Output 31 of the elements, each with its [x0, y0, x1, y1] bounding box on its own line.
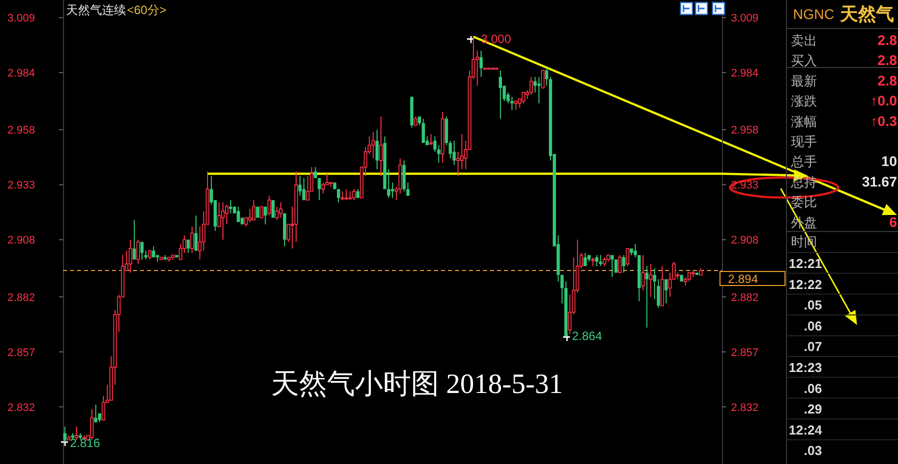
y-tick-label: 2.933: [7, 180, 35, 192]
text: ↑0.3: [870, 112, 897, 129]
y-tick-label: 2.882: [7, 292, 35, 304]
text: .03: [804, 443, 822, 458]
category-label: 总手: [790, 154, 817, 170]
category-label: 现手: [791, 134, 817, 149]
category-label: 涨跌: [791, 94, 817, 109]
text: 天然气: [839, 4, 894, 24]
text: 2.8: [878, 52, 897, 68]
text: .06: [804, 380, 822, 396]
y-tick-label: 2.958: [7, 124, 35, 137]
text: 10: [881, 153, 897, 170]
text: 31.67: [862, 173, 897, 190]
category-label: 卖出: [791, 33, 817, 48]
y-tick-label: 2.857: [7, 346, 35, 359]
y-tick-label: 2.832: [7, 402, 35, 414]
text: .07: [804, 339, 822, 354]
y-tick-label: 2.984: [7, 68, 35, 80]
text: ↑0.0: [870, 92, 897, 109]
category-label: 买入: [791, 53, 817, 68]
y-tick-label: 2.908: [7, 234, 35, 247]
text: NGNC: [793, 6, 834, 22]
text: .29: [804, 402, 822, 417]
text: 2.8: [878, 32, 897, 48]
text: 2.8: [878, 72, 897, 88]
text: 6: [889, 214, 897, 230]
text: 12:24: [788, 422, 823, 438]
text: 12:23: [788, 360, 822, 375]
category-label: 最新: [791, 73, 817, 88]
y-tick-label: 3.009: [7, 12, 35, 25]
category-label: 涨幅: [791, 114, 817, 129]
